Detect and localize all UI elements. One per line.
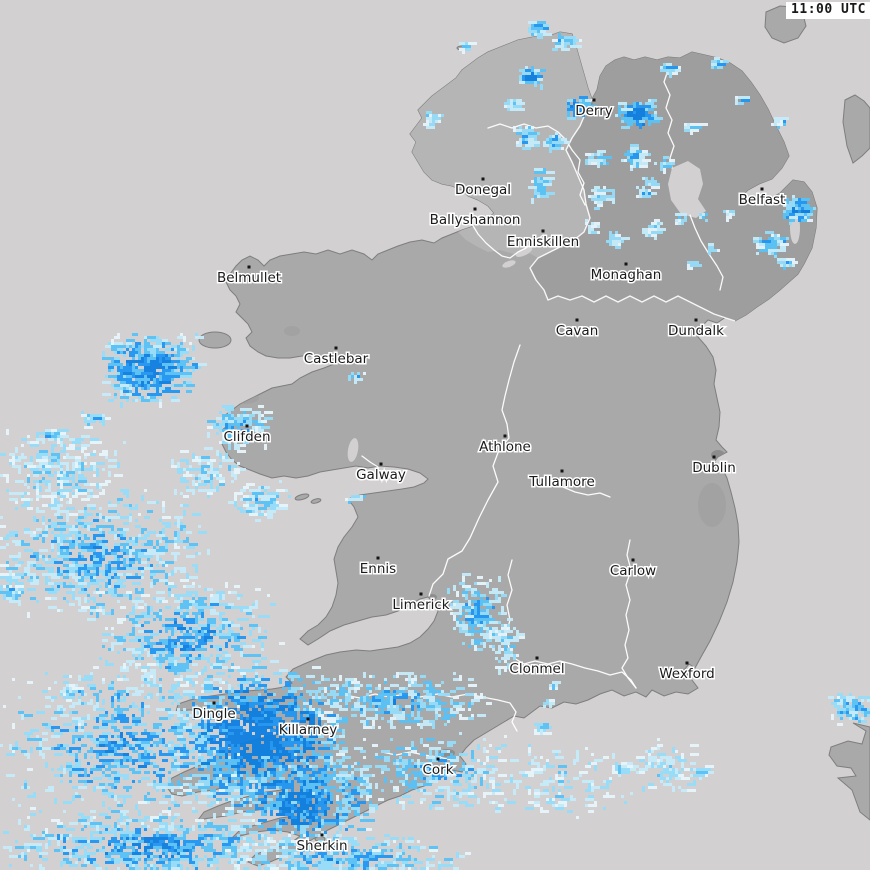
river-barrow: [621, 539, 637, 689]
city-label: Ennis: [360, 561, 396, 577]
city-label: Monaghan: [591, 267, 662, 283]
nephin-hills: [284, 326, 300, 336]
city-dot: [575, 318, 579, 322]
scotland-kintyre: [842, 94, 870, 164]
city-marker-castlebar: Castlebar: [302, 346, 370, 369]
city-label: Limerick: [392, 597, 449, 613]
aran-island-2: [310, 498, 322, 504]
city-label: Clifden: [223, 429, 270, 445]
city-label: Dingle: [192, 706, 235, 722]
city-marker-belfast: Belfast: [737, 187, 787, 210]
city-dot: [560, 469, 564, 473]
river-bann-upper: [663, 69, 675, 169]
city-marker-dingle: Dingle: [191, 701, 237, 724]
city-dot: [245, 424, 249, 428]
city-dot: [419, 592, 423, 596]
city-label: Killarney: [279, 722, 338, 738]
city-marker-clifden: Clifden: [222, 424, 272, 447]
precipitation-layer: [0, 21, 870, 870]
lough-corrib: [347, 438, 359, 462]
city-marker-donegal: Donegal: [453, 177, 513, 200]
city-label: Dublin: [692, 460, 736, 476]
city-dot: [541, 229, 545, 233]
city-label: Galway: [356, 467, 406, 483]
city-dot: [247, 265, 251, 269]
city-dot: [306, 717, 310, 721]
city-dot: [436, 757, 440, 761]
city-marker-derry: Derry: [574, 98, 614, 121]
river-erne: [469, 214, 544, 259]
timestamp-badge: 11:00 UTC: [786, 2, 870, 19]
city-marker-cavan: Cavan: [554, 318, 600, 341]
river-suir: [505, 559, 637, 689]
donegal-terrain: [410, 32, 592, 258]
city-marker-enniskillen: Enniskillen: [505, 229, 581, 252]
city-label: Enniskillen: [507, 234, 579, 250]
city-marker-limerick: Limerick: [391, 592, 451, 615]
city-marker-clonmel: Clonmel: [508, 656, 566, 679]
city-markers-layer: Derry Donegal Ballyshannon Enniskillen Monag…: [191, 98, 787, 856]
lough-erne-lower: [502, 260, 516, 268]
city-label: Sherkin: [296, 838, 347, 854]
river-shannon: [428, 344, 521, 597]
achill-island: [198, 331, 232, 349]
city-label: Clonmel: [509, 661, 564, 677]
city-marker-carlow: Carlow: [608, 558, 658, 581]
city-marker-belmullet: Belmullet: [215, 265, 283, 288]
wales-coast: [828, 722, 870, 821]
lough-neagh: [668, 161, 706, 218]
city-dot: [624, 262, 628, 266]
city-label: Tullamore: [528, 474, 595, 490]
lough-erne-upper: [515, 247, 533, 257]
city-marker-sherkin: Sherkin: [295, 833, 349, 856]
city-marker-dublin: Dublin: [691, 455, 737, 478]
city-dot: [631, 558, 635, 562]
city-dot: [212, 701, 216, 705]
city-dot: [473, 207, 477, 211]
city-dot: [592, 98, 596, 102]
city-dot: [685, 661, 689, 665]
river-corrib: [361, 455, 379, 468]
city-label: Carlow: [610, 563, 656, 579]
city-label: Cavan: [556, 323, 599, 339]
city-marker-dundalk: Dundalk: [667, 318, 726, 341]
city-label: Wexford: [659, 666, 715, 682]
city-marker-cork: Cork: [421, 757, 455, 780]
city-marker-killarney: Killarney: [277, 717, 339, 740]
city-dot: [535, 656, 539, 660]
city-dot: [379, 462, 383, 466]
city-marker-athlone: Athlone: [478, 434, 532, 457]
city-label: Belmullet: [217, 270, 281, 286]
aran-island: [294, 493, 310, 501]
city-dot: [376, 556, 380, 560]
city-dot: [481, 177, 485, 181]
city-label: Castlebar: [304, 351, 369, 367]
city-label: Donegal: [455, 182, 511, 198]
city-label: Ballyshannon: [430, 212, 521, 228]
city-label: Athlone: [479, 439, 531, 455]
city-marker-tullamore: Tullamore: [527, 469, 596, 492]
city-dot: [320, 833, 324, 837]
city-marker-ennis: Ennis: [358, 556, 398, 579]
city-marker-galway: Galway: [355, 462, 407, 485]
city-dot: [712, 455, 716, 459]
city-dot: [760, 187, 764, 191]
city-marker-ballyshannon: Ballyshannon: [428, 207, 522, 230]
city-label: Derry: [575, 103, 613, 119]
city-label: Cork: [422, 762, 453, 778]
river-tullamore: [562, 486, 611, 498]
city-dot: [503, 434, 507, 438]
wicklow-hills: [698, 483, 726, 527]
city-label: Dundalk: [668, 323, 724, 339]
city-dot: [334, 346, 338, 350]
ni-border-line: [529, 98, 736, 322]
city-label: Belfast: [739, 192, 786, 208]
city-marker-monaghan: Monaghan: [589, 262, 663, 285]
city-marker-wexford: Wexford: [658, 661, 716, 684]
city-dot: [694, 318, 698, 322]
